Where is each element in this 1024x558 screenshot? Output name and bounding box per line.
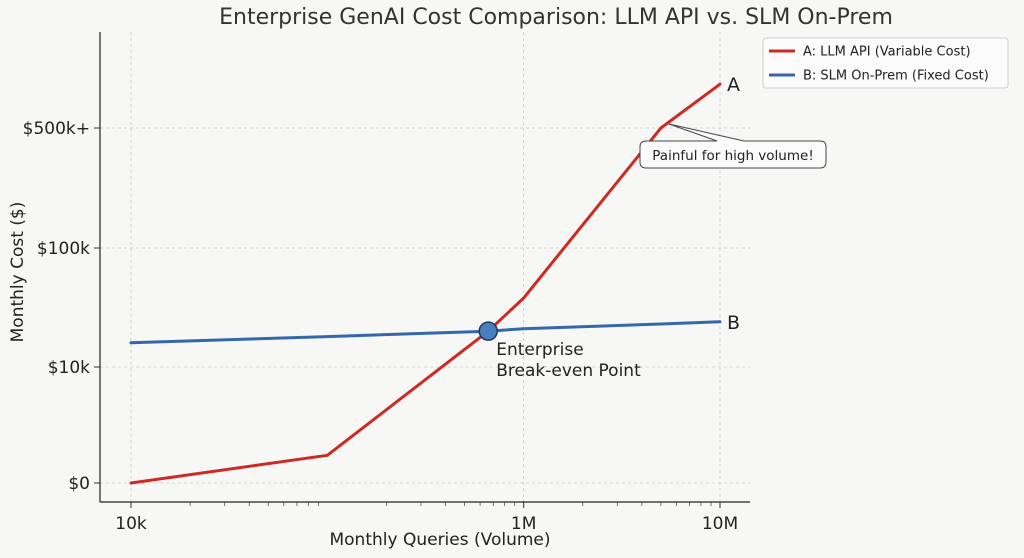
break-even-label-line: Break-even Point [496, 361, 641, 381]
y-tick-labels: $0 $10k $100k $500k+ [23, 119, 91, 494]
minor-ticks [94, 127, 721, 508]
axes [99, 32, 750, 503]
x-tick-label: 10k [115, 514, 147, 534]
callout-bubble [639, 123, 827, 169]
break-even-label: Enterprise Break-even Point [496, 340, 641, 381]
x-tick-label: 1M [511, 514, 536, 534]
legend-box [762, 37, 1009, 89]
series-line-b [129, 320, 722, 345]
annotations: Enterprise Break-even Point Painful for hi… [478, 123, 827, 381]
grid [100, 32, 750, 502]
y-axis-title: Monthly Cost ($) [8, 202, 28, 343]
y-tick-label: $500k+ [23, 119, 90, 139]
series-line-a [129, 82, 722, 485]
x-tick-label: 10M [702, 514, 738, 534]
y-tick-label: $100k [37, 239, 90, 259]
break-even-marker [478, 321, 498, 341]
legend-entry-b: B: SLM On-Prem (Fixed Cost) [803, 69, 989, 84]
chart-title: Enterprise GenAI Cost Comparison: LLM AP… [219, 5, 893, 30]
break-even-label-line: Enterprise [496, 340, 583, 360]
series-end-label-b: B [727, 312, 740, 334]
y-tick-label: $0 [68, 474, 90, 494]
callout-text: Painful for high volume! [652, 148, 813, 164]
y-tick-label: $10k [48, 358, 90, 378]
series-end-label-a: A [727, 74, 740, 96]
x-tick-labels: 10k 1M 10M [115, 514, 738, 534]
legend-entry-a: A: LLM API (Variable Cost) [803, 45, 971, 60]
series-layer: AB [129, 74, 740, 485]
legend: A: LLM API (Variable Cost) B: SLM On-Prem… [762, 37, 1009, 89]
x-axis-title: Monthly Queries (Volume) [329, 530, 550, 550]
